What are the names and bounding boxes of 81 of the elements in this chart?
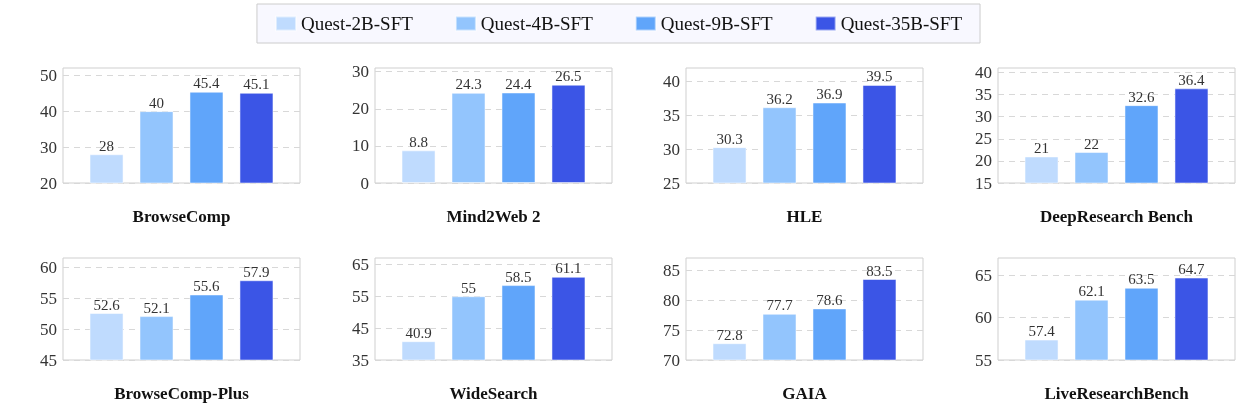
y-tick-label: 10 <box>352 136 369 156</box>
legend-label: Quest-4B-SFT <box>480 13 594 34</box>
data-label: 45.4 <box>193 75 221 92</box>
y-tick-label: 45 <box>352 318 369 338</box>
data-label: 83.5 <box>866 262 893 279</box>
y-tick-label: 30 <box>663 139 680 159</box>
y-tick-label: 15 <box>975 173 992 193</box>
x-axis-title: GAIA <box>782 384 828 403</box>
y-tick-label: 55 <box>352 286 369 306</box>
data-label: 57.4 <box>1028 323 1056 340</box>
y-tick-label: 25 <box>663 173 680 193</box>
x-axis-title: WideSearch <box>449 384 539 403</box>
data-label: 52.6 <box>93 296 121 313</box>
data-label: 57.9 <box>243 263 270 280</box>
y-tick-label: 35 <box>975 85 992 105</box>
y-tick-label: 20 <box>40 173 57 193</box>
data-label: 40 <box>149 94 165 111</box>
y-tick-label: 55 <box>40 288 57 308</box>
data-label: 62.1 <box>1078 283 1105 300</box>
y-tick-label: 35 <box>352 350 369 370</box>
data-label: 28 <box>99 137 115 154</box>
y-tick-label: 40 <box>40 101 57 121</box>
data-label: 8.8 <box>409 133 428 150</box>
y-tick-label: 65 <box>352 254 369 274</box>
data-label: 40.9 <box>405 324 432 341</box>
y-tick-label: 40 <box>975 62 992 82</box>
y-tick-label: 20 <box>975 151 992 171</box>
legend-label: Quest-35B-SFT <box>840 13 963 34</box>
y-tick-label: 85 <box>663 260 680 280</box>
data-label: 36.2 <box>766 90 793 107</box>
data-label: 64.7 <box>1178 261 1206 278</box>
data-label: 78.6 <box>816 291 844 308</box>
data-label: 77.7 <box>766 297 794 314</box>
y-tick-label: 35 <box>663 105 680 125</box>
data-label: 30.3 <box>716 130 743 147</box>
y-tick-label: 50 <box>40 319 57 339</box>
bar <box>451 92 486 183</box>
data-label: 24.3 <box>455 76 482 93</box>
data-label: 32.6 <box>1128 88 1156 105</box>
legend-label: Quest-9B-SFT <box>660 13 774 34</box>
data-label: 21 <box>1034 139 1050 156</box>
data-label: 52.1 <box>143 299 170 316</box>
data-label: 72.8 <box>716 326 743 343</box>
bar <box>401 150 436 183</box>
data-label: 22 <box>1084 135 1100 152</box>
data-label: 58.5 <box>505 268 532 285</box>
x-axis-title: HLE <box>786 207 823 226</box>
data-label: 61.1 <box>555 260 582 277</box>
x-axis-title: Mind2Web 2 <box>446 207 541 226</box>
y-tick-label: 65 <box>975 265 992 285</box>
legend-label: Quest-2B-SFT <box>300 13 414 34</box>
data-label: 26.5 <box>555 68 582 85</box>
x-axis-title: BrowseComp <box>132 207 231 226</box>
data-label: 24.4 <box>505 75 533 92</box>
data-label: 63.5 <box>1128 271 1155 288</box>
y-tick-label: 45 <box>40 350 57 370</box>
data-label: 36.4 <box>1178 71 1206 88</box>
y-tick-label: 0 <box>360 173 369 193</box>
bar <box>501 92 536 183</box>
y-tick-label: 60 <box>975 308 992 327</box>
y-tick-label: 70 <box>663 350 680 370</box>
y-tick-label: 30 <box>352 62 369 82</box>
data-label: 36.9 <box>816 86 843 102</box>
data-label: 55.6 <box>193 277 221 294</box>
y-tick-label: 40 <box>663 72 680 92</box>
x-axis-title: DeepResearch Bench <box>1039 207 1194 226</box>
y-tick-label: 30 <box>975 107 992 127</box>
data-label: 55 <box>461 279 477 296</box>
data-label: 45.1 <box>243 76 270 93</box>
data-label: 39.5 <box>866 68 893 85</box>
y-tick-label: 25 <box>975 129 992 149</box>
y-tick-label: 50 <box>40 65 57 85</box>
y-tick-label: 60 <box>40 257 57 277</box>
y-tick-label: 30 <box>40 137 57 157</box>
y-tick-label: 55 <box>975 350 992 370</box>
y-tick-label: 80 <box>663 290 680 310</box>
y-tick-label: 20 <box>352 99 369 119</box>
bar <box>551 84 586 183</box>
x-axis-title: LiveResearchBench <box>1044 384 1190 403</box>
y-tick-label: 75 <box>663 320 680 340</box>
x-axis-title: BrowseComp-Plus <box>114 384 250 403</box>
